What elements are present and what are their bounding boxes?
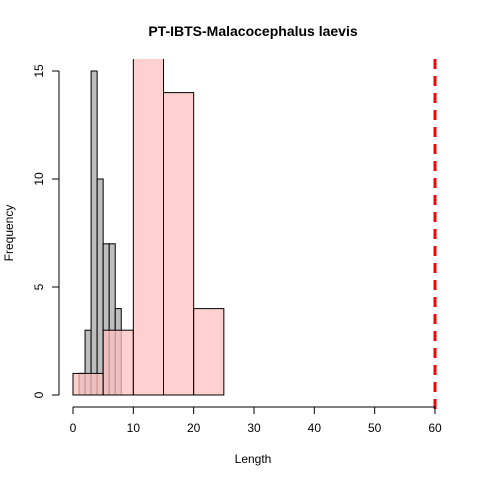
histogram-bar-2-5: [193, 308, 225, 396]
x-tick-label-50: 50: [368, 421, 382, 435]
histogram-bar-2-2: [102, 329, 134, 396]
axes-layer: 0 10 20 30 40 50 60 0 5 10 15: [32, 64, 442, 435]
bars-layer: [72, 59, 437, 411]
y-tick-label-10: 10: [32, 172, 46, 186]
histogram-bar-1-3: [90, 70, 98, 396]
x-tick-label-10: 10: [127, 421, 141, 435]
histogram-bar-2-1: [72, 372, 104, 396]
x-tick-label-40: 40: [308, 421, 322, 435]
histogram-bar-2-4: [163, 92, 195, 396]
y-axis-label: Frequency: [2, 205, 16, 262]
y-tick-label-0: 0: [32, 391, 46, 398]
x-tick-label-30: 30: [247, 421, 261, 435]
histogram-bar-1-4: [96, 178, 104, 396]
x-tick-label-60: 60: [428, 421, 442, 435]
x-tick-label-20: 20: [187, 421, 201, 435]
chart-title: PT-IBTS-Malacocephalus laevis: [148, 23, 358, 39]
x-axis-label: Length: [235, 452, 272, 466]
x-tick-label-0: 0: [70, 421, 77, 435]
y-tick-label-5: 5: [32, 283, 46, 290]
y-tick-label-15: 15: [32, 64, 46, 78]
histogram-bar-2-3: [132, 59, 164, 396]
